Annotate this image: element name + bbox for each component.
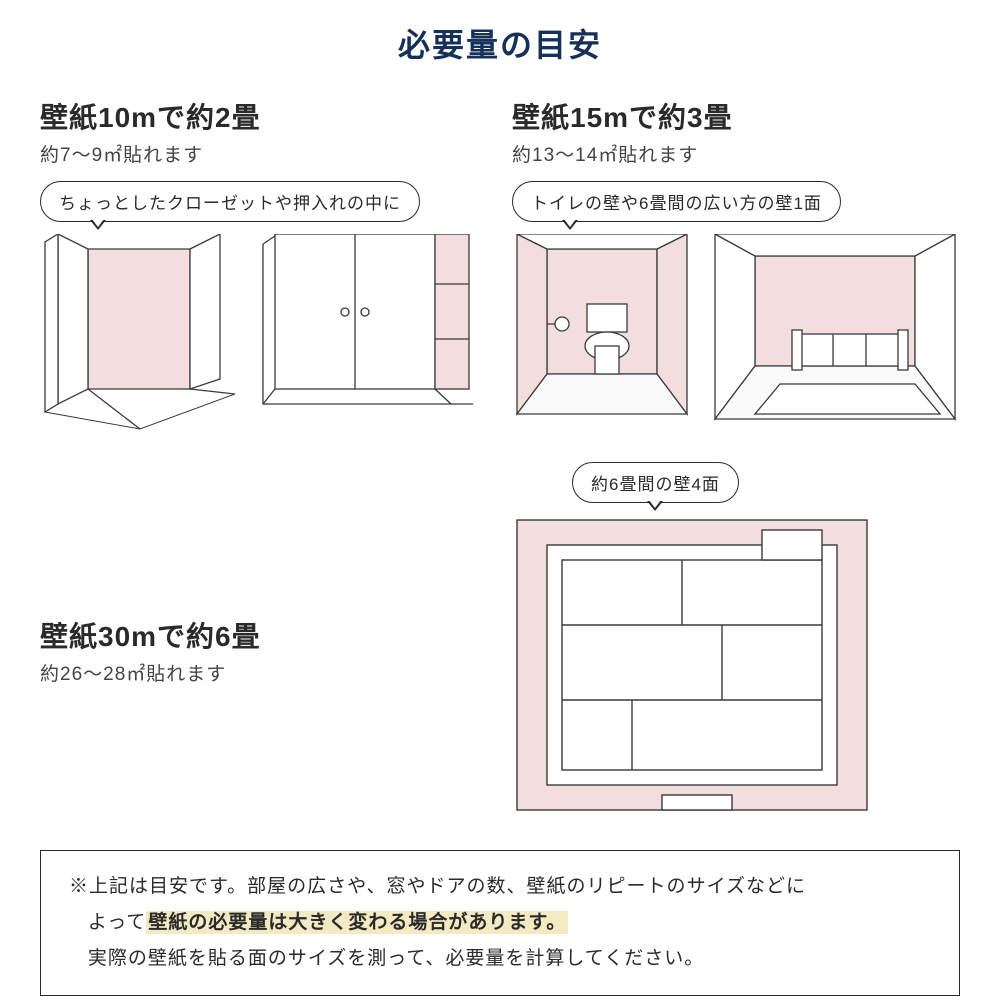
- section-sub: 約7〜9㎡貼れます: [40, 140, 482, 167]
- section-heading: 壁紙30mで約6畳: [40, 615, 482, 655]
- toilet-room-illustration: [512, 234, 692, 434]
- sections-grid: 壁紙10mで約2畳 約7〜9㎡貼れます ちょっとしたクローゼットや押入れの中に: [40, 96, 960, 820]
- notice-line3-text: 実際の壁紙を貼る面のサイズを測って、必要量を計算してください。: [88, 948, 704, 969]
- bubble-wrap: トイレの壁や6畳間の広い方の壁1面: [512, 181, 841, 222]
- section-heading: 壁紙10mで約2畳: [40, 96, 482, 136]
- notice-emphasis: 壁紙の必要量は大きく変わる場合があります。: [146, 911, 568, 934]
- section-6tatami: 約6畳間の壁4面: [512, 444, 960, 820]
- bubble-wrap: 約6畳間の壁4面: [572, 462, 739, 503]
- section-sub: 約13〜14㎡貼れます: [512, 140, 960, 167]
- section-heading: 壁紙15mで約3畳: [512, 96, 960, 136]
- bubble-label: ちょっとしたクローゼットや押入れの中に: [40, 181, 420, 222]
- section-30m: 壁紙30mで約6畳 約26〜28㎡貼れます: [40, 444, 482, 820]
- bubble-label: トイレの壁や6畳間の広い方の壁1面: [512, 181, 841, 222]
- notice-line2-prefix: よって: [88, 912, 146, 933]
- notice-box: ※上記は目安です。部屋の広さや、窓やドアの数、壁紙のリピートのサイズなどに よっ…: [40, 850, 960, 996]
- section-10m: 壁紙10mで約2畳 約7〜9㎡貼れます ちょっとしたクローゼットや押入れの中に: [40, 96, 482, 434]
- room-one-wall-illustration: [710, 234, 960, 434]
- section-sub: 約26〜28㎡貼れます: [40, 659, 482, 686]
- notice-line2: よって壁紙の必要量は大きく変わる場合があります。: [69, 905, 931, 941]
- floorplan-illustration-wrap: [512, 515, 960, 820]
- illustration-row: [512, 234, 960, 434]
- illustration-row: [40, 234, 482, 434]
- floorplan-illustration: [512, 515, 872, 815]
- sliding-closet-illustration: [253, 234, 473, 434]
- closet-illustration: [40, 234, 235, 434]
- section-15m: 壁紙15mで約3畳 約13〜14㎡貼れます トイレの壁や6畳間の広い方の壁1面: [512, 96, 960, 434]
- bubble-label: 約6畳間の壁4面: [572, 462, 739, 503]
- bubble-wrap: ちょっとしたクローゼットや押入れの中に: [40, 181, 420, 222]
- notice-line3: 実際の壁紙を貼る面のサイズを測って、必要量を計算してください。: [69, 941, 931, 977]
- page-title: 必要量の目安: [40, 20, 960, 66]
- notice-line1: ※上記は目安です。部屋の広さや、窓やドアの数、壁紙のリピートのサイズなどに: [69, 869, 931, 905]
